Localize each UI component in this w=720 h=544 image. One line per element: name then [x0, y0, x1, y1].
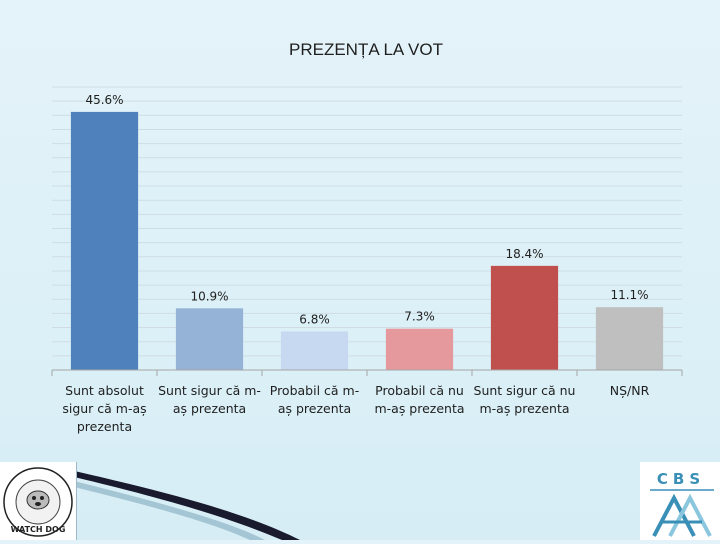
bar-4	[385, 328, 454, 370]
bar-1	[70, 111, 139, 371]
data-label-6: 11.1%	[610, 288, 648, 302]
bar-2	[175, 308, 244, 370]
x-tick-label-4: Probabil că nu m-aș prezenta	[374, 383, 464, 416]
data-label-4: 7.3%	[404, 310, 435, 324]
x-tick-label-2: Sunt sigur că m-aș prezenta	[158, 383, 261, 416]
data-label-2: 10.9%	[190, 289, 228, 303]
cbs-logo-text: CBS	[656, 470, 706, 488]
data-label-1: 45.6%	[85, 93, 123, 107]
x-tick-label-1: Sunt absolut sigur că m-aș prezenta	[62, 383, 146, 434]
x-tick-label-3: Probabil că m-aș prezenta	[270, 383, 359, 416]
bar-5	[490, 265, 559, 370]
chart-x-axis: Sunt absolut sigur că m-aș prezenta Sunt si…	[51, 369, 683, 434]
cbs-logo-icon	[650, 489, 714, 537]
watchdog-logo: WATCH DOG	[0, 462, 77, 540]
decorative-swoosh	[70, 470, 300, 540]
data-label-3: 6.8%	[299, 313, 330, 327]
data-label-5: 18.4%	[505, 247, 543, 261]
bar-3	[280, 331, 349, 370]
cbs-logo: CBS	[640, 462, 720, 540]
chart-bars	[70, 111, 664, 371]
chart-title: PREZENȚA LA VOT	[289, 40, 443, 59]
chart-data-labels: 45.6% 10.9% 6.8% 7.3% 18.4% 11.1%	[85, 93, 648, 327]
watchdog-logo-text: WATCH DOG	[11, 525, 66, 534]
chart-gridlines	[52, 86, 682, 371]
x-tick-label-6: NȘ/NR	[610, 383, 650, 398]
x-tick-label-5: Sunt sigur că nu m-aș prezenta	[474, 383, 576, 416]
decorative-swoosh-light	[70, 480, 265, 540]
bar-6	[595, 307, 664, 370]
watchdog-logo-icon: WATCH DOG	[3, 467, 73, 537]
